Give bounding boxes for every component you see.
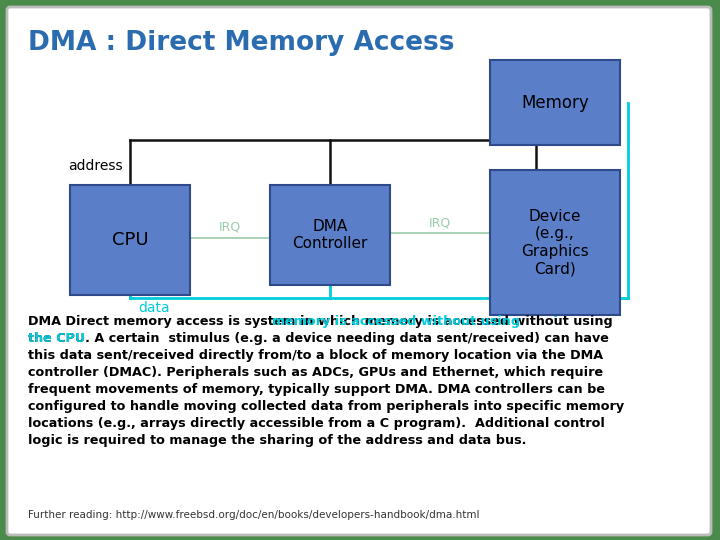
Bar — [70, 185, 190, 295]
Text: DMA
Controller: DMA Controller — [292, 219, 368, 251]
Text: memory is accessed without using: memory is accessed without using — [272, 315, 521, 328]
Bar — [490, 60, 620, 145]
Text: Memory: Memory — [521, 93, 589, 111]
Text: DMA : Direct Memory Access: DMA : Direct Memory Access — [28, 30, 454, 56]
FancyBboxPatch shape — [7, 7, 711, 535]
Text: DMA Direct memory access is system in which memory is accessed without using
the: DMA Direct memory access is system in wh… — [28, 315, 624, 447]
Text: the CPU: the CPU — [28, 332, 85, 345]
Text: CPU: CPU — [112, 231, 148, 249]
Text: Device
(e.g.,
Graphics
Card): Device (e.g., Graphics Card) — [521, 209, 589, 276]
Text: IRQ: IRQ — [219, 221, 241, 234]
Text: address: address — [68, 159, 122, 173]
Text: data: data — [138, 301, 170, 315]
Bar — [490, 170, 620, 315]
Text: IRQ: IRQ — [429, 216, 451, 229]
Bar — [270, 185, 390, 285]
Text: Further reading: http://www.freebsd.org/doc/en/books/developers-handbook/dma.htm: Further reading: http://www.freebsd.org/… — [28, 510, 480, 520]
